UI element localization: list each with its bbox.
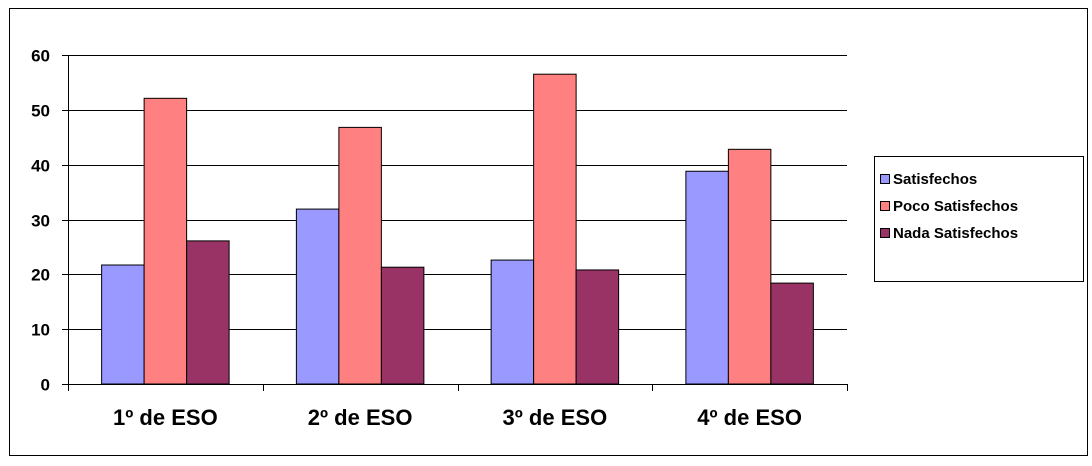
legend-swatch-satisfechos (880, 174, 890, 184)
bar-satisfechos-3 (490, 259, 535, 385)
bars (101, 73, 814, 385)
y-tick-label: 30 (31, 212, 50, 231)
legend-label-satisfechos: Satisfechos (893, 171, 977, 188)
y-tick-label: 60 (31, 47, 50, 66)
y-tick-label: 40 (31, 157, 50, 176)
bar-nada-satisfechos-2 (380, 266, 425, 385)
bar-poco-satisfechos-2 (338, 126, 382, 385)
bar-poco-satisfechos-3 (533, 73, 577, 385)
bar-satisfechos-2 (295, 208, 340, 385)
y-tick-label: 20 (31, 266, 50, 285)
bar-poco-satisfechos-4 (727, 148, 772, 385)
y-tick-labels: 0 10 20 30 40 50 60 (31, 47, 50, 395)
bar-nada-satisfechos-3 (575, 269, 620, 385)
y-tick-label: 0 (41, 376, 50, 395)
bar-nada-satisfechos-1 (186, 240, 230, 385)
legend-swatch-poco-satisfechos (880, 201, 890, 211)
y-tick-label: 10 (31, 321, 50, 340)
y-tick-label: 50 (31, 102, 50, 121)
legend-label-nada-satisfechos: Nada Satisfechos (893, 225, 1018, 242)
legend-label-poco-satisfechos: Poco Satisfechos (893, 198, 1018, 215)
legend-box (874, 156, 1084, 282)
axes (62, 55, 848, 391)
bar-poco-satisfechos-1 (143, 97, 188, 385)
bar-satisfechos-4 (685, 170, 729, 385)
x-tick-label: 2º de ESO (308, 405, 413, 430)
bar-satisfechos-1 (101, 264, 145, 385)
x-tick-label: 4º de ESO (697, 405, 802, 430)
x-tick-label: 3º de ESO (503, 405, 608, 430)
x-tick-label: 1º de ESO (113, 405, 218, 430)
legend: Satisfechos Poco Satisfechos Nada Satisfec… (874, 156, 1084, 282)
bar-nada-satisfechos-4 (770, 282, 814, 385)
x-tick-labels: 1º de ESO 2º de ESO 3º de ESO 4º de ESO (113, 405, 802, 430)
legend-swatch-nada-satisfechos (880, 228, 890, 238)
